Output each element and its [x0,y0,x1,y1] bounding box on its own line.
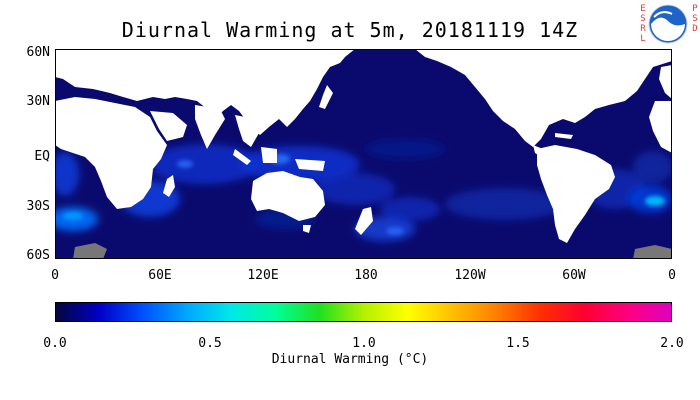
land-masses [55,49,672,243]
land-north-america [415,49,672,147]
lon-label-120w: 120W [454,268,486,283]
land-west-europe [659,65,672,99]
lon-label-0: 0 [51,268,59,283]
land-madagascar [163,175,175,197]
land-se-asia [235,115,259,147]
land-new-zealand [355,207,373,235]
lon-label-180: 180 [354,268,378,283]
psd-letters: P S D [692,4,698,34]
colorbar-tick-0-0: 0.0 [43,336,67,351]
land-arabia [150,111,187,141]
land-africa-edge [649,101,672,153]
land-tasmania [303,225,311,233]
land-africa [55,97,167,209]
lat-label-60s: 60S [26,248,50,263]
land-south-america [537,145,615,243]
lat-label-60n: 60N [26,45,50,60]
lon-label-0-east: 0 [668,268,676,283]
land-india [195,105,225,149]
land-sumatra [233,149,251,165]
map-title: Diurnal Warming at 5m, 20181119 14Z [121,18,579,42]
lon-label-120e: 120E [247,268,279,283]
lon-label-60w: 60W [562,268,586,283]
esrl-letters: E S R L [640,4,646,44]
colorbar-tick-0-5: 0.5 [198,336,222,351]
colorbar-title: Diurnal Warming (°C) [271,352,429,367]
land-borneo [261,147,277,163]
land-greenland [615,49,655,65]
land-eurasia [55,49,355,135]
land-new-guinea [295,159,325,171]
land-japan [319,85,333,109]
colorbar [55,302,672,322]
lat-label-30s: 30S [26,199,50,214]
warming-hotspots [63,154,665,235]
lon-label-60e: 60E [148,268,172,283]
sea-ice [73,243,672,259]
land-australia [251,171,325,221]
lat-label-eq: EQ [34,149,50,164]
colorbar-tick-1-0: 1.0 [352,336,376,351]
colorbar-tick-1-5: 1.5 [506,336,530,351]
colorbar-tick-2-0: 2.0 [660,336,684,351]
diurnal-warming-map [55,49,672,259]
land-cuba [555,133,573,139]
lat-label-30n: 30N [26,94,50,109]
noaa-logo-icon [648,4,688,44]
